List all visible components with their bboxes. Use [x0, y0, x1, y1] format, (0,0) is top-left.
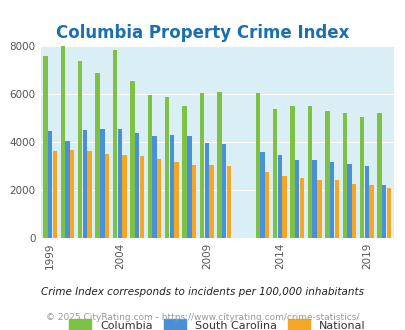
Bar [260, 152, 264, 238]
Text: © 2025 CityRating.com - https://www.cityrating.com/crime-statistics/: © 2025 CityRating.com - https://www.city… [46, 313, 359, 322]
Bar [65, 141, 70, 238]
Bar [386, 188, 390, 238]
Bar [95, 73, 100, 238]
Bar [342, 113, 346, 238]
Bar [78, 61, 82, 238]
Bar [169, 135, 174, 238]
Bar [117, 129, 121, 238]
Bar [70, 150, 74, 238]
Bar [277, 155, 281, 238]
Bar [346, 164, 351, 238]
Bar [294, 160, 299, 238]
Bar [165, 97, 169, 238]
Bar [134, 133, 139, 238]
Bar [87, 151, 92, 238]
Bar [381, 185, 386, 238]
Bar [174, 162, 179, 238]
Bar [307, 106, 311, 238]
Bar [222, 144, 226, 238]
Bar [139, 156, 144, 238]
Bar [376, 113, 381, 238]
Bar [255, 93, 259, 238]
Bar [324, 111, 329, 238]
Bar [122, 154, 126, 238]
Bar [53, 151, 57, 238]
Bar [290, 106, 294, 238]
Bar [60, 46, 65, 238]
Text: Crime Index corresponds to incidents per 100,000 inhabitants: Crime Index corresponds to incidents per… [41, 287, 364, 297]
Bar [130, 81, 134, 238]
Bar [104, 154, 109, 238]
Bar [364, 166, 368, 238]
Bar [351, 184, 356, 238]
Bar [281, 176, 286, 238]
Bar [43, 56, 47, 238]
Legend: Columbia, South Carolina, National: Columbia, South Carolina, National [65, 316, 368, 330]
Bar [204, 143, 209, 238]
Bar [157, 159, 161, 238]
Bar [113, 50, 117, 238]
Bar [272, 109, 277, 238]
Bar [152, 136, 156, 238]
Bar [48, 131, 52, 238]
Bar [100, 129, 104, 238]
Bar [147, 95, 152, 238]
Bar [187, 136, 191, 238]
Bar [316, 180, 321, 238]
Bar [217, 92, 221, 238]
Bar [312, 160, 316, 238]
Bar [264, 172, 269, 238]
Bar [83, 130, 87, 238]
Bar [359, 117, 363, 238]
Bar [334, 181, 338, 238]
Text: Columbia Property Crime Index: Columbia Property Crime Index [56, 24, 349, 42]
Bar [329, 161, 333, 238]
Bar [182, 106, 186, 238]
Bar [199, 93, 204, 238]
Bar [369, 185, 373, 238]
Bar [226, 166, 230, 238]
Bar [299, 178, 303, 238]
Bar [209, 165, 213, 238]
Bar [192, 165, 196, 238]
